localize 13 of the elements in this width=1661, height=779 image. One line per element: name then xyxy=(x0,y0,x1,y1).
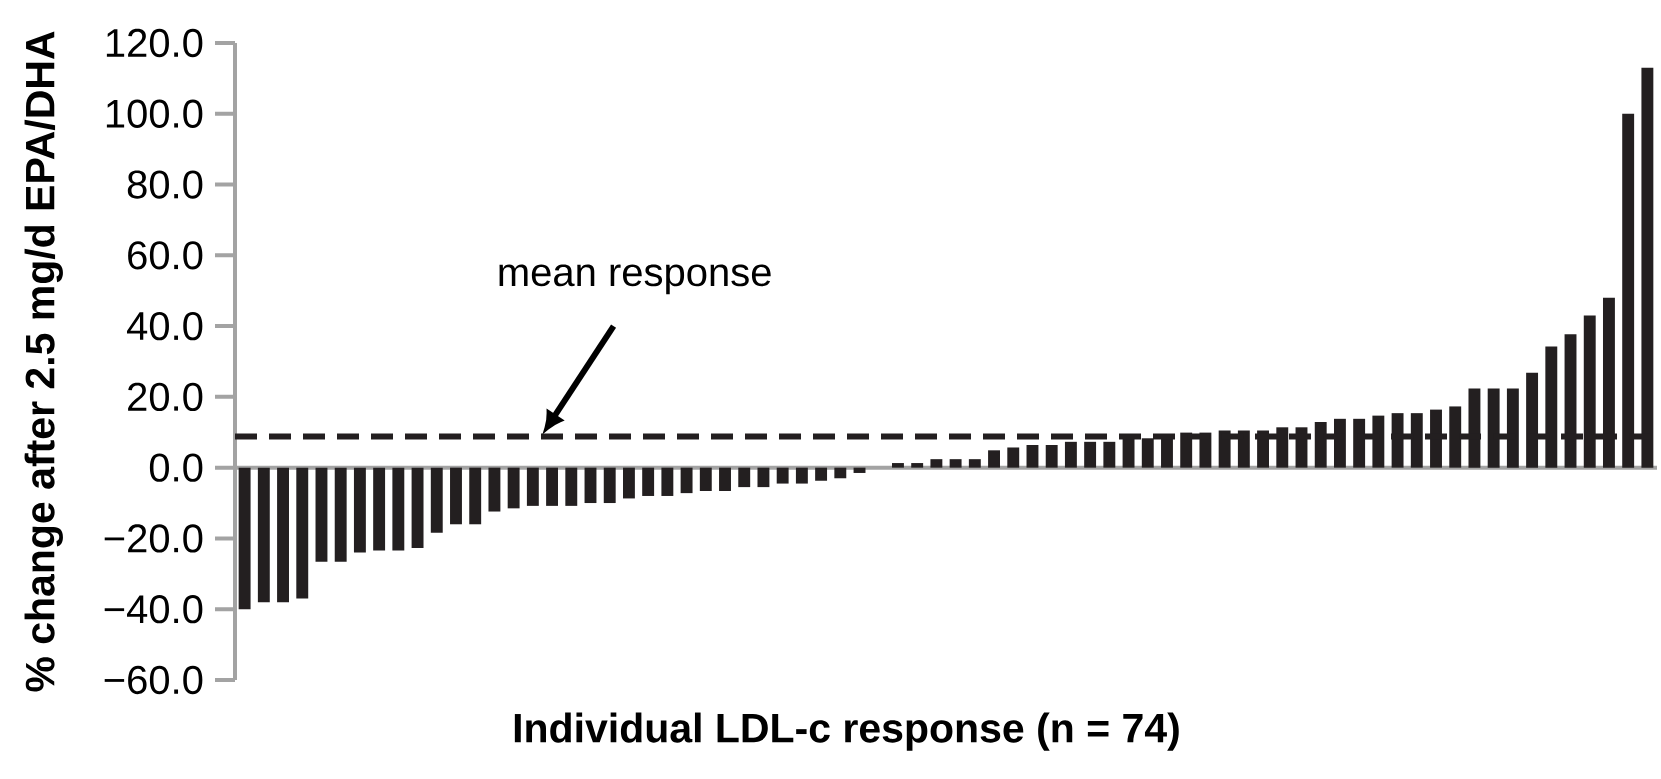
y-tick-label: 100.0 xyxy=(106,99,203,128)
y-tick-label: 0.0 xyxy=(149,453,203,482)
y-tick-label: −20.0 xyxy=(104,524,203,553)
y-tick-label: 120.0 xyxy=(106,28,203,58)
y-tick-label: −40.0 xyxy=(104,595,203,624)
y-tick-label: 20.0 xyxy=(128,382,203,412)
y-tick-label: 60.0 xyxy=(128,241,203,270)
y-tick-label: 80.0 xyxy=(127,170,203,199)
y-tick-label: 40.0 xyxy=(127,311,203,341)
y-axis-title: % change after 2.5 mg/d EPA/DHA xyxy=(24,31,63,692)
x-axis-title: Individual LDL-c response (n = 74) xyxy=(514,712,1179,751)
y-tick-label: −60.0 xyxy=(104,665,203,695)
ref-line-label: mean response xyxy=(499,264,771,295)
